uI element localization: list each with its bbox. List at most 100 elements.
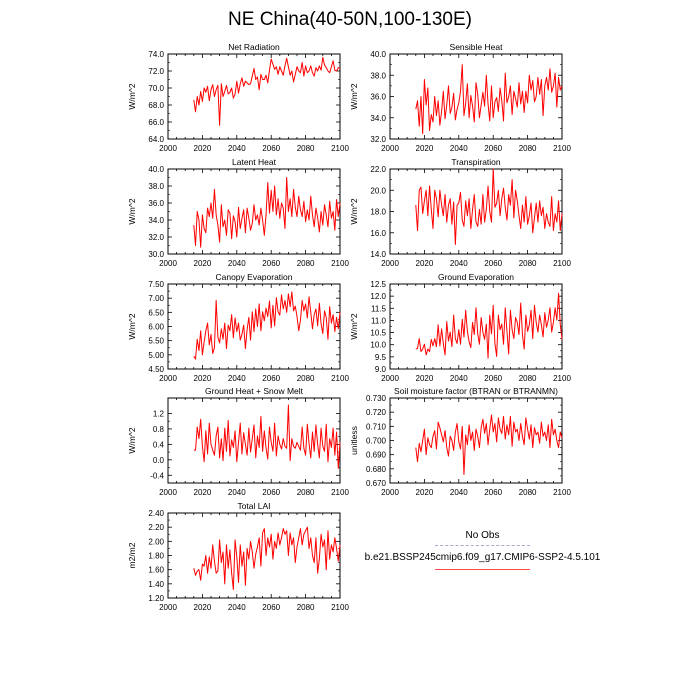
plot-frame xyxy=(167,168,341,255)
y-tick-label: 2.40 xyxy=(148,509,164,518)
chart-panel-latent-heat: 2000 2020 2040 2060 2080 2100 30.0 32.0 34.0 36.0… xyxy=(127,157,349,268)
y-tick-label: 34.0 xyxy=(370,114,386,123)
y-tick-label: 2.00 xyxy=(148,537,164,546)
y-tick-label: 40.0 xyxy=(148,165,164,174)
legend-obs-label: No Obs xyxy=(465,530,500,541)
plot-frame xyxy=(389,397,563,484)
y-axis-label: unitless xyxy=(349,426,359,455)
y-tick-label: 4.50 xyxy=(148,365,164,374)
x-tick-label: 2100 xyxy=(331,488,349,497)
y-tick-label: 2.20 xyxy=(148,523,164,532)
x-tick-label: 2040 xyxy=(450,144,468,153)
series-line xyxy=(193,526,341,590)
chart-title: Ground Evaporation xyxy=(438,272,514,282)
y-tick-label: 0.730 xyxy=(366,394,387,403)
x-tick-label: 2080 xyxy=(519,259,537,268)
legend-model-line xyxy=(435,569,530,570)
chart-title: Sensible Heat xyxy=(450,42,504,52)
y-tick-label: 14.0 xyxy=(370,250,386,259)
x-tick-label: 2040 xyxy=(228,259,246,268)
x-tick-label: 2000 xyxy=(159,603,177,612)
x-tick-label: 2100 xyxy=(553,144,571,153)
x-tick-label: 2100 xyxy=(553,374,571,383)
y-axis-label: W/m^2 xyxy=(349,83,359,109)
y-tick-label: 22.0 xyxy=(370,165,386,174)
series-line xyxy=(193,56,341,126)
x-tick-label: 2040 xyxy=(228,374,246,383)
chart-title: Transpiration xyxy=(451,157,501,167)
y-tick-label: 74.0 xyxy=(148,50,164,59)
y-tick-label: 9.5 xyxy=(375,353,387,362)
x-tick-label: 2060 xyxy=(262,259,280,268)
x-tick-label: 2020 xyxy=(194,144,212,153)
x-tick-label: 2080 xyxy=(519,374,537,383)
x-tick-label: 2080 xyxy=(297,259,315,268)
x-tick-label: 2040 xyxy=(228,488,246,497)
series-line xyxy=(193,177,341,248)
y-tick-label: 66.0 xyxy=(148,118,164,127)
x-tick-label: 2020 xyxy=(194,488,212,497)
y-tick-label: 7.00 xyxy=(148,294,164,303)
y-tick-label: -0.4 xyxy=(150,471,164,480)
y-tick-label: 38.0 xyxy=(370,71,386,80)
chart-panel-net-radiation: 2000 2020 2040 2060 2080 2100 64.0 66.0 68.0 70.0… xyxy=(127,42,349,153)
chart-panel-transpiration: 2000 2020 2040 2060 2080 2100 14.0 16.0 18.0 20.0… xyxy=(349,157,571,268)
chart-panel-total-lai: 2000 2020 2040 2060 2080 2100 1.20 1.40 1.60 1.80… xyxy=(127,501,349,612)
y-tick-label: 6.50 xyxy=(148,308,164,317)
chart-panel-ground-heat-snow-melt: 2000 2020 2040 2060 2080 2100 -0.4 0.0 0.4 0.8 1.2… xyxy=(127,386,349,497)
y-axis-label: W/m^2 xyxy=(349,313,359,339)
y-tick-label: 36.0 xyxy=(370,93,386,102)
y-tick-label: 0.680 xyxy=(366,465,387,474)
y-axis-label: W/m^2 xyxy=(127,427,137,453)
y-tick-label: 64.0 xyxy=(148,135,164,144)
y-axis-label: W/m^2 xyxy=(127,198,137,224)
legend-model-label: b.e21.BSSP245cmip6.f09_g17.CMIP6-SSP2-4.… xyxy=(364,552,601,563)
chart-title: Net Radiation xyxy=(228,42,280,52)
x-tick-label: 2040 xyxy=(450,488,468,497)
y-tick-label: 0.690 xyxy=(366,451,387,460)
y-tick-label: 38.0 xyxy=(148,182,164,191)
y-tick-label: 10.5 xyxy=(370,329,386,338)
page-title: NE China(40-50N,100-130E) xyxy=(228,9,472,30)
x-tick-label: 2020 xyxy=(194,603,212,612)
x-tick-label: 2060 xyxy=(262,374,280,383)
chart-panel-canopy-evaporation: 2000 2020 2040 2060 2080 2100 4.50 5.00 5.50 6.00… xyxy=(127,272,349,383)
y-tick-label: 0.0 xyxy=(153,456,165,465)
chart-title: Total LAI xyxy=(237,501,270,511)
y-tick-label: 16.0 xyxy=(370,229,386,238)
y-tick-label: 0.8 xyxy=(153,425,165,434)
x-tick-label: 2000 xyxy=(381,374,399,383)
x-tick-label: 2000 xyxy=(159,374,177,383)
x-tick-label: 2020 xyxy=(194,259,212,268)
x-tick-label: 2040 xyxy=(228,144,246,153)
x-tick-label: 2000 xyxy=(381,259,399,268)
legend: No Obs b.e21.BSSP245cmip6.f09_g17.CMIP6-… xyxy=(360,530,605,576)
y-axis-label: W/m^2 xyxy=(127,313,137,339)
y-tick-label: 0.700 xyxy=(366,437,387,446)
chart-panel-ground-evaporation: 2000 2020 2040 2060 2080 2100 9.0 9.5 10.0 10.5 11… xyxy=(349,272,571,383)
x-tick-label: 2060 xyxy=(484,259,502,268)
x-tick-label: 2020 xyxy=(416,374,434,383)
chart-title: Canopy Evaporation xyxy=(215,272,292,282)
x-tick-label: 2100 xyxy=(331,144,349,153)
x-tick-label: 2040 xyxy=(450,259,468,268)
series-line xyxy=(193,404,341,469)
y-tick-label: 32.0 xyxy=(370,135,386,144)
y-tick-label: 20.0 xyxy=(370,186,386,195)
x-tick-label: 2080 xyxy=(297,603,315,612)
x-tick-label: 2100 xyxy=(331,259,349,268)
y-tick-label: 36.0 xyxy=(148,199,164,208)
series-line xyxy=(415,168,563,245)
y-tick-label: 5.50 xyxy=(148,337,164,346)
x-tick-label: 2020 xyxy=(416,144,434,153)
y-tick-label: 70.0 xyxy=(148,84,164,93)
y-tick-label: 1.2 xyxy=(153,409,165,418)
x-tick-label: 2080 xyxy=(297,144,315,153)
chart-title: Soil moisture factor (BTRAN or BTRANMN) xyxy=(394,386,558,396)
x-tick-label: 2080 xyxy=(297,488,315,497)
y-tick-label: 30.0 xyxy=(148,250,164,259)
y-tick-label: 12.0 xyxy=(370,292,386,301)
y-tick-label: 0.4 xyxy=(153,440,165,449)
y-tick-label: 0.720 xyxy=(366,408,387,417)
